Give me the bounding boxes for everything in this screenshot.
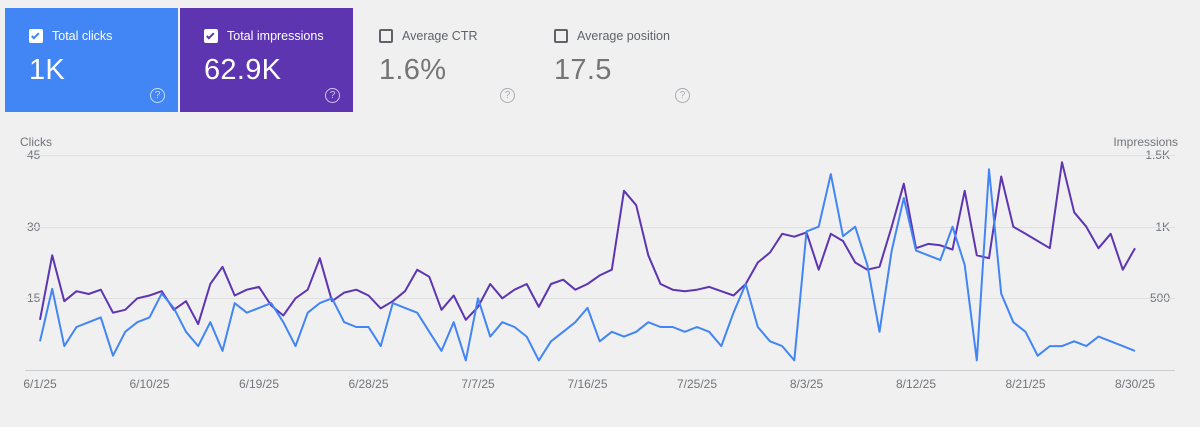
x-axis-label: 7/7/25 xyxy=(461,377,495,391)
metric-card-average-ctr[interactable]: Average CTR 1.6% ? xyxy=(355,8,528,112)
metric-card-value: 17.5 xyxy=(554,54,612,86)
series-line-total-clicks xyxy=(39,168,1136,362)
metric-card-value: 1.6% xyxy=(379,54,447,86)
metric-card-total-impressions[interactable]: Total impressions 62.9K ? xyxy=(180,8,353,112)
metric-card-average-position[interactable]: Average position 17.5 ? xyxy=(530,8,703,112)
metric-cards-row: Total clicks 1K ? Total impressions 62.9… xyxy=(5,8,703,112)
metric-card-label: Total impressions xyxy=(227,29,324,43)
x-axis-label: 6/10/25 xyxy=(129,377,170,391)
series-line-total-impressions xyxy=(39,161,1136,326)
checkbox-average-ctr[interactable] xyxy=(379,29,393,43)
x-axis-label: 6/28/25 xyxy=(348,377,389,391)
x-axis-label: 8/30/25 xyxy=(1114,377,1156,391)
x-axis: 6/1/25 6/10/25 6/19/25 6/28/25 7/7/25 7/16/25… xyxy=(0,377,1200,393)
help-icon[interactable]: ? xyxy=(150,88,165,103)
metric-card-label: Total clicks xyxy=(52,29,113,43)
x-axis-label: 7/16/25 xyxy=(567,377,608,391)
help-icon[interactable]: ? xyxy=(325,88,340,103)
help-icon[interactable]: ? xyxy=(675,88,690,103)
left-axis-title: Clicks xyxy=(20,135,52,149)
metric-card-label: Average CTR xyxy=(402,29,478,43)
x-axis-label: 7/25/25 xyxy=(676,377,718,391)
metric-card-total-clicks[interactable]: Total clicks 1K ? xyxy=(5,8,178,112)
x-axis-label: 6/19/25 xyxy=(238,377,280,391)
checkbox-total-impressions[interactable] xyxy=(204,29,218,43)
x-axis-label: 8/21/25 xyxy=(1005,377,1046,391)
checkbox-average-position[interactable] xyxy=(554,29,568,43)
x-axis-label: 8/12/25 xyxy=(895,377,937,391)
checkbox-total-clicks[interactable] xyxy=(29,29,43,43)
help-icon[interactable]: ? xyxy=(500,88,515,103)
metric-card-value: 1K xyxy=(29,54,66,86)
metric-card-label: Average position xyxy=(577,29,670,43)
metric-card-value: 62.9K xyxy=(204,54,282,86)
x-axis-label: 8/3/25 xyxy=(789,377,824,391)
x-axis-label: 6/1/25 xyxy=(23,377,57,391)
right-axis-title: Impressions xyxy=(1113,135,1178,149)
